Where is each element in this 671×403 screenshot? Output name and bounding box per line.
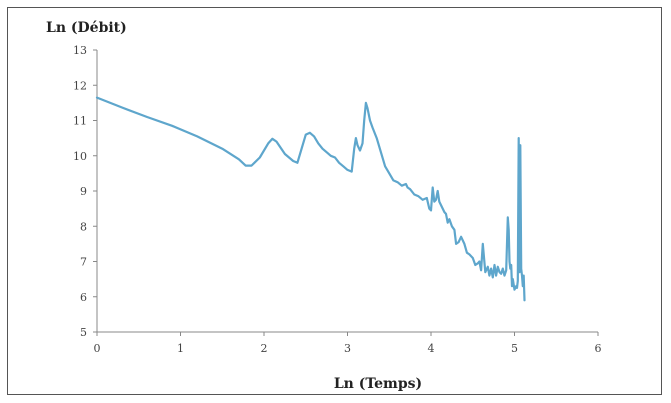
x-tick-label: 0 xyxy=(94,342,101,355)
x-tick-label: 3 xyxy=(344,342,351,355)
plot-area xyxy=(95,96,526,302)
x-tick-label: 2 xyxy=(261,342,268,355)
y-tick-label: 12 xyxy=(73,79,87,92)
x-tick-label: 5 xyxy=(511,342,518,355)
series-line-0 xyxy=(95,96,526,302)
chart-frame xyxy=(7,7,662,395)
x-tick-label: 1 xyxy=(177,342,184,355)
axes xyxy=(93,49,599,336)
y-tick-label: 11 xyxy=(73,115,87,128)
y-tick-label: 9 xyxy=(80,185,87,198)
y-tick-label: 6 xyxy=(80,291,87,304)
y-tick-label: 5 xyxy=(80,326,87,339)
y-tick-label: 13 xyxy=(73,44,87,57)
y-tick-label: 10 xyxy=(73,150,87,163)
x-tick-label: 4 xyxy=(428,342,435,355)
y-tick-label: 8 xyxy=(80,220,87,233)
x-tick-label: 6 xyxy=(595,342,602,355)
y-axis-title: Ln (Débit) xyxy=(46,20,127,36)
x-axis-title: Ln (Temps) xyxy=(334,376,422,392)
y-tick-label: 7 xyxy=(80,256,87,269)
